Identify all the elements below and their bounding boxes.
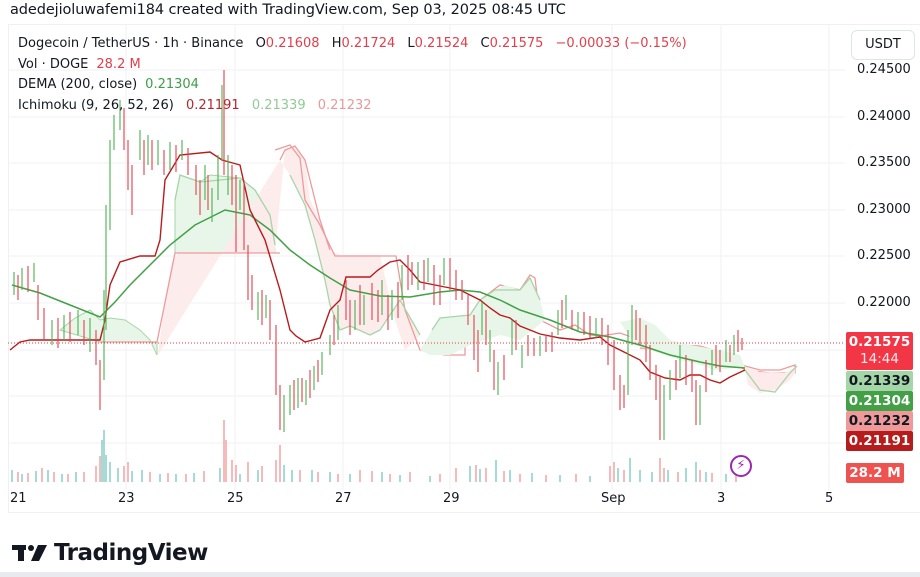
legend-volume-row[interactable]: Vol · DOGE 28.2 M bbox=[18, 55, 687, 76]
change-value: −0.00033 (−0.15%) bbox=[555, 36, 687, 51]
last-price-value: 0.21575 bbox=[848, 334, 911, 350]
legend-symbol-row[interactable]: Dogecoin / TetherUS · 1h · Binance O0.21… bbox=[18, 34, 687, 55]
lead2-tag: 0.21232 bbox=[846, 411, 913, 431]
symbol-label: Dogecoin / TetherUS · 1h · Binance bbox=[18, 36, 244, 51]
volume-tag: 28.2 M bbox=[846, 463, 904, 483]
close-label: C bbox=[480, 36, 490, 51]
currency-button[interactable]: USDT bbox=[851, 30, 915, 60]
dema-tag: 0.21304 bbox=[846, 391, 913, 411]
x-tick: 29 bbox=[443, 491, 460, 506]
legend-ichimoku-row[interactable]: Ichimoku (9, 26, 52, 26) 0.21191 0.21339… bbox=[18, 96, 687, 117]
volume-label: Vol · DOGE bbox=[18, 56, 89, 72]
candle-countdown: 14:44 bbox=[860, 351, 899, 367]
volume-bars bbox=[11, 420, 737, 482]
dema-label: DEMA (200, close) bbox=[18, 77, 138, 92]
chart-legend: Dogecoin / TetherUS · 1h · Binance O0.21… bbox=[18, 34, 687, 116]
chart-credit: adedejioluwafemi184 created with Trading… bbox=[10, 2, 566, 18]
ichimoku-label: Ichimoku (9, 26, 52, 26) bbox=[18, 97, 174, 113]
y-tick: 0.23500 bbox=[857, 155, 911, 170]
last-price-tag: 0.21575 14:44 bbox=[846, 332, 913, 370]
ichimoku-conversion-line bbox=[9, 151, 746, 384]
x-tick: 5 bbox=[825, 491, 834, 506]
volume-value: 28.2 M bbox=[96, 56, 141, 72]
y-tick: 0.23000 bbox=[857, 202, 911, 217]
candles bbox=[13, 70, 743, 440]
legend-dema-row[interactable]: DEMA (200, close) 0.21304 bbox=[18, 75, 687, 96]
low-label: L bbox=[407, 36, 415, 51]
open-value: 0.21608 bbox=[265, 36, 320, 51]
close-value: 0.21575 bbox=[489, 36, 544, 51]
x-tick: 3 bbox=[717, 491, 726, 506]
high-label: H bbox=[331, 36, 342, 51]
dema-line bbox=[11, 209, 746, 369]
conversion-tag: 0.21191 bbox=[846, 431, 913, 451]
time-scale-border bbox=[8, 512, 920, 513]
y-tick: 0.22500 bbox=[857, 248, 911, 263]
x-tick: 25 bbox=[227, 491, 244, 506]
x-tick: 21 bbox=[10, 491, 27, 506]
ichimoku-lead1-value: 0.21339 bbox=[251, 97, 306, 113]
logo-text: TradingView bbox=[54, 540, 208, 566]
y-tick: 0.22000 bbox=[857, 295, 911, 310]
ichimoku-conversion-value: 0.21191 bbox=[185, 97, 240, 113]
y-tick: 0.24500 bbox=[857, 62, 911, 77]
ichimoku-lead2-value: 0.21232 bbox=[317, 97, 372, 113]
x-tick: 23 bbox=[118, 491, 135, 506]
y-tick: 0.24000 bbox=[857, 109, 911, 124]
x-tick: 27 bbox=[335, 491, 352, 506]
chart-frame bbox=[8, 24, 920, 513]
lead1-tag: 0.21339 bbox=[846, 371, 913, 391]
open-label: O bbox=[255, 36, 266, 51]
tradingview-logo: TradingView bbox=[12, 540, 208, 566]
tradingview-logo-icon bbox=[12, 545, 47, 561]
lightning-icon[interactable]: ⚡ bbox=[730, 455, 752, 477]
x-tick: Sep bbox=[601, 491, 626, 506]
low-value: 0.21524 bbox=[414, 36, 469, 51]
footer-border bbox=[0, 572, 920, 577]
dema-value: 0.21304 bbox=[145, 77, 199, 92]
high-value: 0.21724 bbox=[341, 36, 396, 51]
